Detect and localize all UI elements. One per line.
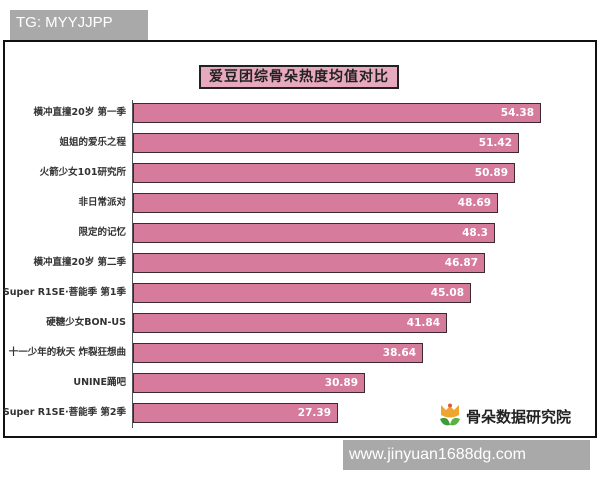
bar-value-label: 41.84	[406, 317, 440, 329]
watermark-top-left: TG: MYYJJPP	[10, 10, 148, 40]
bar: 41.84	[133, 313, 447, 333]
bar-value-label: 27.39	[297, 407, 331, 419]
bar-value-label: 48.69	[457, 197, 491, 209]
bar: 38.64	[133, 343, 423, 363]
bar: 48.69	[133, 193, 498, 213]
logo-text: 骨朵数据研究院	[466, 407, 572, 426]
category-label: 限定的记忆	[78, 227, 126, 238]
bar: 30.89	[133, 373, 365, 393]
bar-value-label: 46.87	[444, 257, 478, 269]
bar: 50.89	[133, 163, 515, 183]
brand-logo: 骨朵数据研究院	[438, 402, 571, 430]
bar-value-label: 50.89	[474, 167, 508, 179]
bar-value-label: 45.08	[430, 287, 464, 299]
category-label: Super R1SE·菩能季 第1季	[2, 287, 126, 298]
bar-value-label: 54.38	[500, 107, 534, 119]
bar: 48.3	[133, 223, 495, 243]
watermark-url: www.jinyuan1688dg.com	[343, 440, 590, 470]
category-label: 十一少年的秋天 炸裂狂想曲	[8, 347, 126, 358]
category-label: 火箭少女101研究所	[39, 167, 126, 178]
chart-title: 爱豆团综骨朵热度均值对比	[199, 65, 399, 89]
category-label: 硬糖少女BON-US	[46, 317, 126, 328]
category-label: 姐姐的爱乐之程	[59, 137, 126, 148]
tulip-leaf-logo-icon	[440, 403, 460, 426]
category-label: 横冲直撞20岁 第二季	[33, 257, 126, 268]
bar: 51.42	[133, 133, 519, 153]
bar-value-label: 38.64	[382, 347, 416, 359]
category-label: Super R1SE·菩能季 第2季	[2, 407, 126, 418]
bar-value-label: 51.42	[478, 137, 512, 149]
bar-value-label: 48.3	[462, 227, 488, 239]
category-label: UNINE踊吧	[73, 377, 126, 388]
bar: 46.87	[133, 253, 485, 273]
bar: 54.38	[133, 103, 541, 123]
bar-value-label: 30.89	[324, 377, 358, 389]
bar: 27.39	[133, 403, 338, 423]
category-label: 横冲直撞20岁 第一季	[33, 107, 126, 118]
category-label: 非日常派对	[78, 197, 126, 208]
y-axis-line	[132, 100, 133, 428]
bar: 45.08	[133, 283, 471, 303]
